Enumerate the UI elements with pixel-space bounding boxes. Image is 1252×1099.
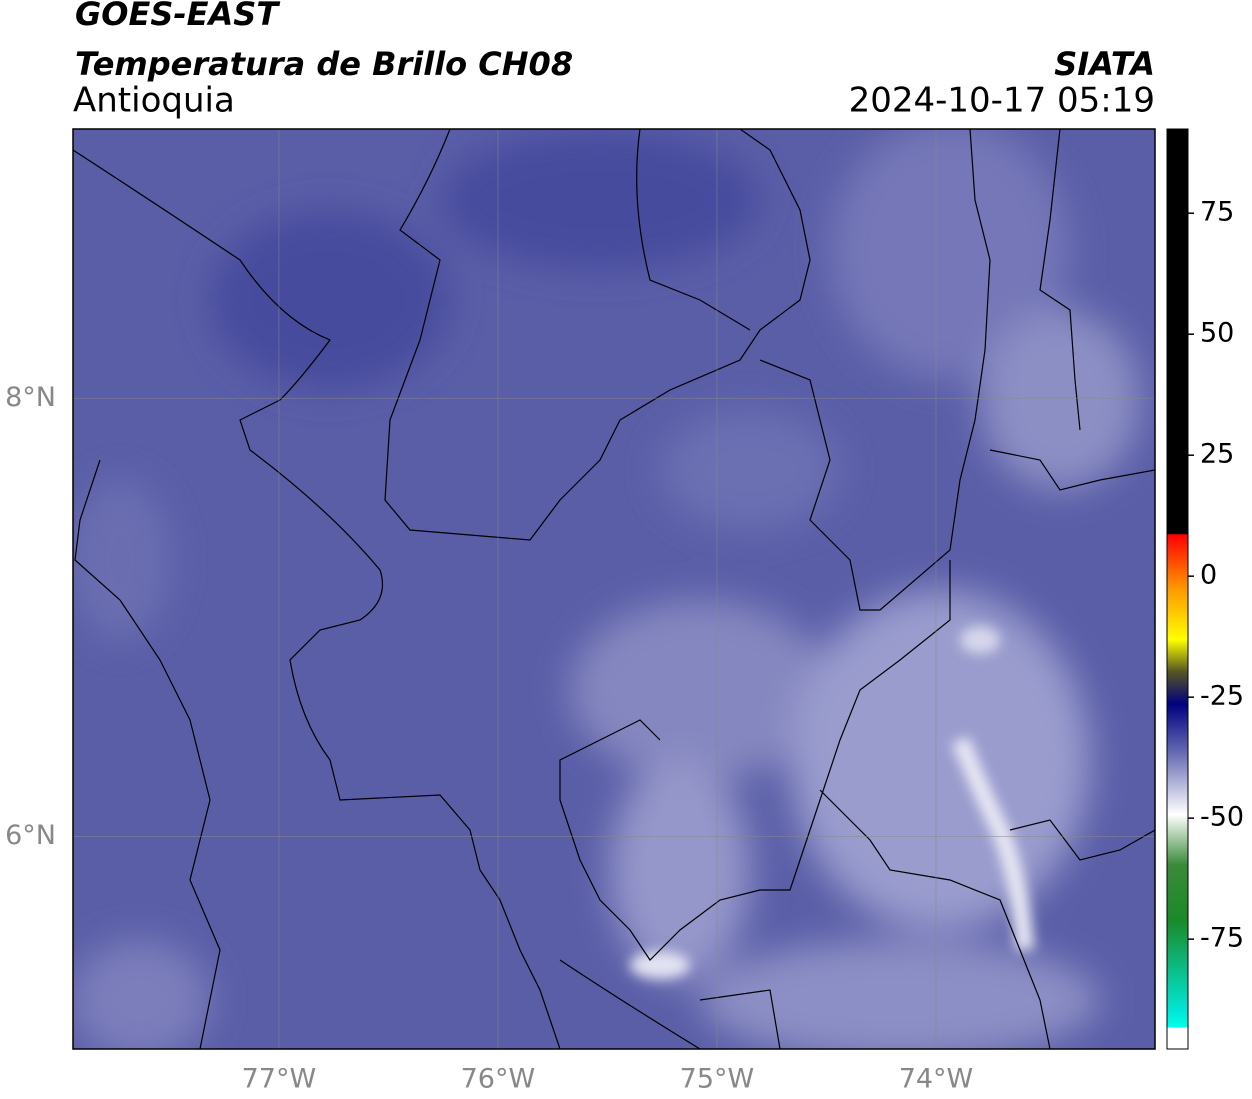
colorbar-tick-label: 75: [1200, 197, 1234, 228]
source: SIATA: [1054, 45, 1155, 83]
map-frame: [72, 128, 1156, 1050]
colorbar-tick-label: -25: [1200, 681, 1244, 712]
lon-tick-label: 74°W: [899, 1064, 974, 1095]
boundaries: [73, 129, 1155, 1049]
lon-tick-label: 77°W: [242, 1064, 317, 1095]
map-image: [73, 129, 1155, 1049]
lon-tick-label: 75°W: [680, 1064, 755, 1095]
colorbar-tick-label: -50: [1200, 802, 1244, 833]
datetime: 2024-10-17 05:19: [849, 81, 1155, 121]
colorbar-tick-label: -75: [1200, 923, 1244, 954]
subtitle: Temperatura de Brillo CH08: [75, 45, 573, 83]
colorbar-tick-label: 0: [1200, 560, 1217, 591]
lon-tick-label: 76°W: [461, 1064, 536, 1095]
title: GOES-EAST: [75, 0, 280, 33]
region: Antioquia: [73, 81, 235, 121]
colorbar-tick-label: 25: [1200, 439, 1234, 470]
lat-tick-label: 6°N: [5, 820, 56, 851]
colorbar-tick-label: 50: [1200, 318, 1234, 349]
lat-tick-label: 8°N: [5, 382, 56, 413]
graticule: [73, 129, 1155, 1049]
colorbar: [1166, 128, 1189, 1050]
